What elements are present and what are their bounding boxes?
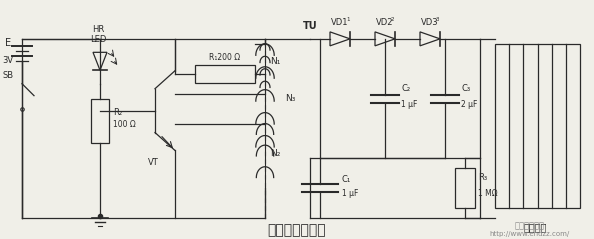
Text: LED: LED bbox=[90, 35, 106, 44]
Text: 高压电网: 高压电网 bbox=[523, 222, 546, 232]
Bar bbox=[195, 65, 255, 83]
Text: TU: TU bbox=[303, 21, 317, 31]
Text: N₂: N₂ bbox=[270, 149, 280, 158]
Text: R₁200 Ω: R₁200 Ω bbox=[210, 53, 241, 62]
Text: 电蚊拍电路原理: 电蚊拍电路原理 bbox=[268, 223, 326, 237]
Text: R₂: R₂ bbox=[113, 108, 122, 117]
Text: 电子电路图网: 电子电路图网 bbox=[515, 222, 545, 231]
Text: N₃: N₃ bbox=[285, 94, 295, 103]
Text: 3: 3 bbox=[436, 17, 440, 22]
Text: C₁: C₁ bbox=[342, 175, 351, 184]
Text: 2: 2 bbox=[391, 17, 394, 22]
Bar bbox=[495, 44, 580, 208]
Bar bbox=[91, 99, 109, 143]
Text: N₁: N₁ bbox=[270, 57, 280, 66]
Text: C₃: C₃ bbox=[461, 84, 470, 93]
Text: E: E bbox=[5, 38, 11, 48]
Text: VD3: VD3 bbox=[421, 18, 439, 27]
Text: 2 μF: 2 μF bbox=[461, 100, 478, 109]
Text: 1 MΩ: 1 MΩ bbox=[478, 189, 498, 198]
Text: VD1: VD1 bbox=[331, 18, 349, 27]
Text: VD2: VD2 bbox=[376, 18, 394, 27]
Text: VT: VT bbox=[148, 158, 159, 167]
Text: 1 μF: 1 μF bbox=[342, 189, 358, 198]
Text: http://www.endzz.com/: http://www.endzz.com/ bbox=[490, 231, 570, 237]
Text: HR: HR bbox=[92, 25, 104, 34]
Text: R₃: R₃ bbox=[478, 173, 487, 182]
Text: 1 μF: 1 μF bbox=[401, 100, 418, 109]
Text: 3V: 3V bbox=[2, 56, 14, 65]
Text: 1: 1 bbox=[346, 17, 349, 22]
Text: SB: SB bbox=[2, 71, 14, 80]
Text: 100 Ω: 100 Ω bbox=[113, 120, 136, 129]
Text: C₂: C₂ bbox=[401, 84, 410, 93]
Bar bbox=[455, 168, 475, 208]
